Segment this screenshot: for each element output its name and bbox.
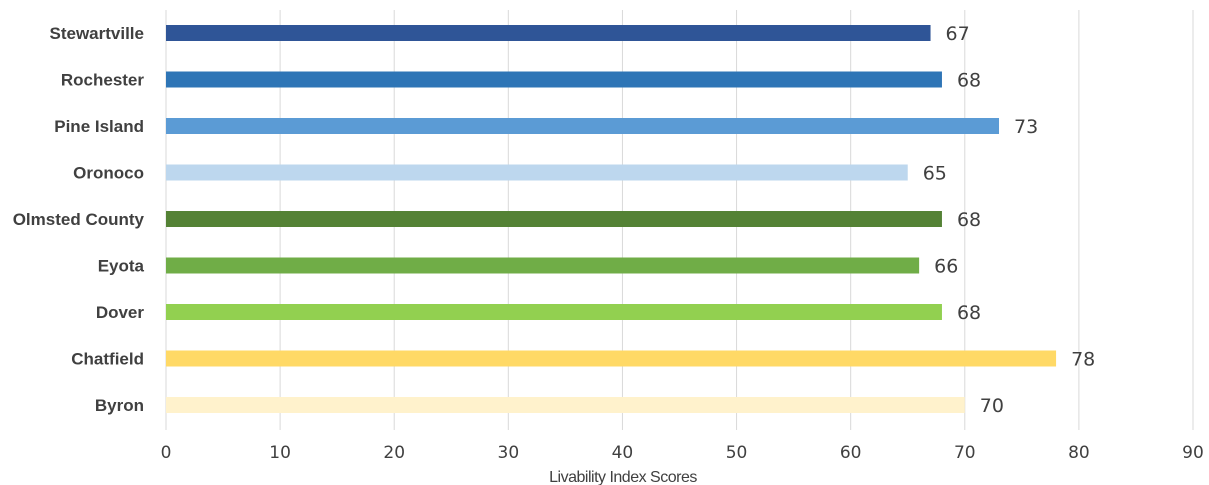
x-tick-labels: 0 10 20 30 40 50 60 70 80 90	[161, 443, 1204, 463]
x-tick-label: 70	[954, 443, 976, 463]
data-label: 70	[980, 395, 1004, 417]
data-label: 78	[1071, 349, 1095, 371]
x-tick-label: 20	[383, 443, 405, 463]
bar	[166, 25, 931, 41]
category-label: Byron	[95, 396, 144, 415]
data-label: 68	[957, 209, 981, 231]
bar	[166, 350, 1057, 367]
category-label: Stewartville	[50, 24, 145, 43]
bar	[166, 164, 908, 181]
category-label: Eyota	[98, 257, 145, 276]
category-label: Oronoco	[73, 164, 144, 183]
data-label: 67	[946, 23, 970, 45]
category-label: Pine Island	[54, 117, 144, 136]
category-label: Chatfield	[71, 350, 144, 369]
x-tick-label: 90	[1182, 443, 1204, 463]
category-label: Rochester	[61, 71, 145, 90]
data-labels: 67 68 73 65 68 66 68 78 70	[923, 23, 1096, 417]
data-label: 68	[957, 302, 981, 324]
bar	[166, 397, 965, 413]
bar	[166, 304, 942, 320]
bar	[166, 71, 942, 88]
x-tick-label: 40	[612, 443, 634, 463]
x-tick-label: 60	[840, 443, 862, 463]
category-label: Dover	[96, 303, 145, 322]
data-label: 66	[934, 256, 958, 278]
data-label: 68	[957, 70, 981, 92]
data-label: 65	[923, 163, 947, 185]
x-tick-label: 50	[726, 443, 748, 463]
x-tick-label: 10	[269, 443, 291, 463]
bar	[166, 257, 920, 274]
x-axis-title: Livability Index Scores	[549, 469, 697, 485]
x-tick-label: 80	[1068, 443, 1090, 463]
bar	[166, 118, 1000, 134]
x-tick-label: 0	[161, 443, 172, 463]
data-label: 73	[1014, 116, 1038, 138]
x-tick-label: 30	[498, 443, 520, 463]
bars	[166, 25, 1057, 413]
bar	[166, 211, 942, 227]
category-labels: Stewartville Rochester Pine Island Oronoco O…	[13, 24, 145, 415]
category-label: Olmsted County	[13, 210, 145, 229]
